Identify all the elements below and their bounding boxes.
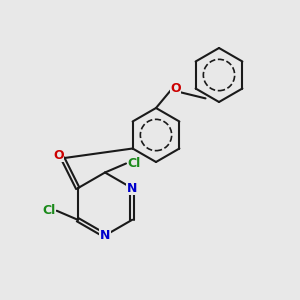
Text: Cl: Cl [128,157,141,170]
Text: O: O [53,149,64,162]
Text: O: O [170,82,181,95]
Text: N: N [127,182,137,195]
Text: N: N [100,229,110,242]
Text: Cl: Cl [42,204,55,217]
